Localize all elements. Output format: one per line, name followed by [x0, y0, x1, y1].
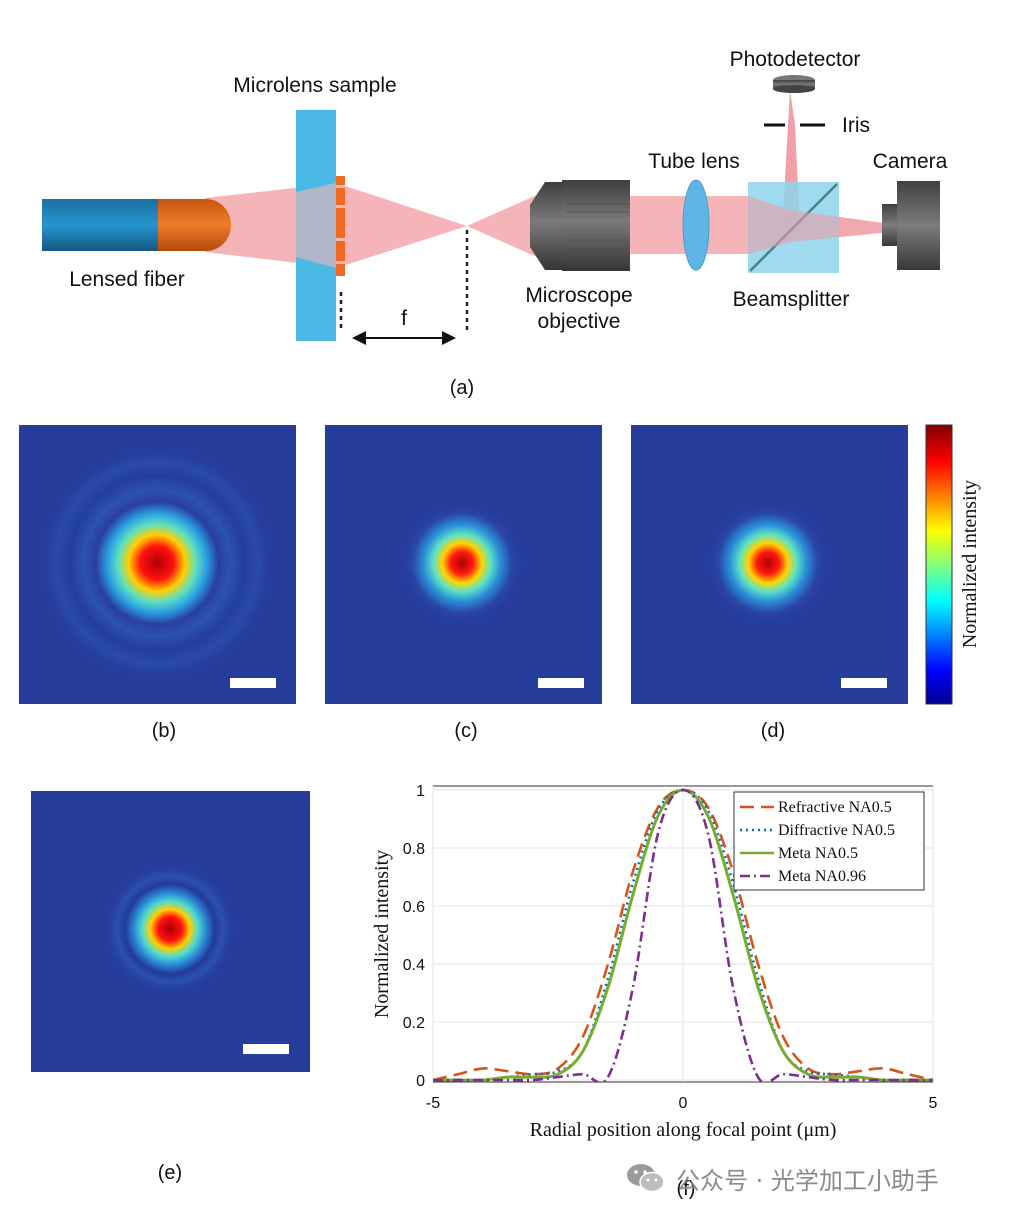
y-tick-label: 0.8 — [403, 841, 425, 858]
watermark: 公众号 · 光学加工小助手 — [626, 1156, 1016, 1200]
y-tick-label: 0.2 — [403, 1015, 425, 1032]
legend-entry-1: Diffractive NA0.5 — [778, 822, 895, 839]
label-camera: Camera — [873, 150, 948, 173]
label-tube-lens: Tube lens — [648, 150, 739, 173]
y-tick-label: 1 — [416, 783, 425, 800]
panel-f-chart: 00.20.40.60.81-5 0 5 Radial position along… — [371, 783, 938, 1141]
wechat-icon — [627, 1164, 665, 1193]
x-tick-label: -5 — [426, 1095, 440, 1112]
caption-a: (a) — [450, 377, 474, 399]
legend-entry-2: Meta NA0.5 — [778, 845, 858, 862]
scale-bar-c — [538, 678, 584, 688]
tube-lens — [682, 179, 710, 271]
panel-e-image — [31, 791, 310, 1072]
caption-b: (b) — [152, 720, 176, 742]
legend: Refractive NA0.5 Diffractive NA0.5 Meta NA… — [733, 791, 925, 891]
label-microlens-sample: Microlens sample — [233, 74, 396, 97]
caption-c: (c) — [454, 720, 477, 742]
panel-c-image — [325, 425, 602, 704]
caption-d: (d) — [761, 720, 785, 742]
fiber-body — [42, 199, 160, 251]
microscope-objective — [530, 180, 630, 271]
series-line-3 — [433, 788, 933, 1082]
photodetector — [773, 75, 815, 93]
colorbar-label: Normalized intensity — [959, 480, 981, 648]
scale-bar-d — [841, 678, 887, 688]
series-lines — [433, 788, 933, 1082]
x-axis-label: Radial position along focal point (μm) — [530, 1119, 837, 1141]
panel-a-setup: Microlens sample Lensed fiber f Microsco… — [42, 48, 948, 399]
y-axis-label: Normalized intensity — [371, 850, 393, 1018]
colorbar: Normalized intensity — [925, 424, 981, 705]
scale-bar-b — [230, 678, 276, 688]
axis-ticks: 00.20.40.60.81-5 0 5 — [403, 783, 938, 1112]
beam-converging — [336, 183, 467, 268]
microlens-pattern — [336, 176, 345, 276]
beam-through-sample — [296, 183, 336, 268]
panel-d-image — [631, 425, 908, 704]
focal-length-arrow — [352, 331, 456, 345]
caption-f: (f) — [677, 1178, 696, 1200]
beam-diverging — [467, 190, 548, 262]
label-beamsplitter: Beamsplitter — [733, 288, 850, 311]
caption-e: (e) — [158, 1162, 182, 1184]
beam-in-splitter — [748, 196, 890, 254]
legend-entry-3: Meta NA0.96 — [778, 868, 866, 885]
y-tick-label: 0 — [416, 1073, 425, 1090]
scale-bar-e — [243, 1044, 289, 1054]
label-objective-line1: Microscope — [525, 284, 632, 307]
legend-box — [733, 791, 925, 891]
y-tick-label: 0.6 — [403, 899, 425, 916]
label-iris: Iris — [842, 114, 870, 137]
x-tick-label: 0 — [679, 1095, 688, 1112]
x-tick-label: 5 — [929, 1095, 938, 1112]
label-objective-line2: objective — [538, 310, 621, 333]
panel-b-image — [19, 425, 296, 704]
legend-entry-0: Refractive NA0.5 — [778, 799, 892, 816]
label-lensed-fiber: Lensed fiber — [69, 268, 185, 291]
watermark-text: 公众号 · 光学加工小助手 — [676, 1166, 939, 1195]
fiber-tip — [158, 199, 231, 251]
camera — [882, 181, 940, 270]
label-photodetector: Photodetector — [730, 48, 861, 71]
y-tick-label: 0.4 — [403, 957, 425, 974]
label-focal-length: f — [401, 307, 407, 330]
